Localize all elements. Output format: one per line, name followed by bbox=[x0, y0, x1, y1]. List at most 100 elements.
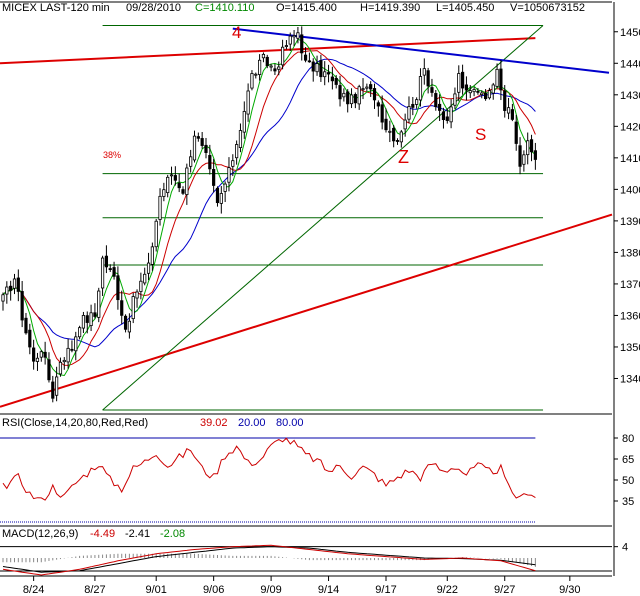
price-bar-body bbox=[365, 86, 369, 89]
price-bar-body bbox=[43, 351, 47, 358]
price-bar-body bbox=[472, 89, 476, 93]
price-bar-body bbox=[32, 347, 36, 362]
date-tick-label: 9/27 bbox=[494, 584, 515, 596]
price-bar-body bbox=[223, 183, 227, 192]
price-bar-body bbox=[146, 262, 151, 274]
price-bar-body bbox=[192, 135, 197, 161]
price-bar-body bbox=[242, 111, 246, 133]
lower-red-trendline bbox=[0, 213, 613, 408]
price-bar-body bbox=[334, 78, 338, 85]
price-bar-body bbox=[120, 300, 124, 316]
price-bar-body bbox=[399, 131, 403, 143]
price-bar-body bbox=[284, 45, 289, 47]
price-bar-body bbox=[407, 106, 411, 120]
price-bar-body bbox=[81, 315, 86, 329]
price-tick-label: 1450 bbox=[620, 27, 640, 39]
price-bar-body bbox=[464, 84, 469, 91]
macd-line bbox=[2, 544, 536, 576]
macd-tick-label: 4 bbox=[622, 542, 628, 554]
price-bar-body bbox=[376, 102, 380, 107]
rsi-tick-label: 65 bbox=[622, 454, 634, 466]
price-bar-body bbox=[495, 68, 499, 87]
price-tick-label: 1380 bbox=[620, 247, 640, 259]
price-bar-body bbox=[258, 59, 262, 75]
price-bar-body bbox=[288, 35, 292, 45]
price-bar-body bbox=[395, 140, 400, 142]
price-bar-body bbox=[296, 32, 300, 39]
price-bar-body bbox=[430, 87, 434, 93]
price-bar-body bbox=[16, 277, 20, 292]
price-bar-body bbox=[89, 312, 93, 327]
price-bar-body bbox=[24, 317, 28, 334]
price-bar-body bbox=[434, 93, 438, 108]
price-bar-body bbox=[510, 109, 514, 120]
price-bar-body bbox=[349, 94, 354, 105]
wave-4-label: 4 bbox=[232, 23, 241, 42]
date-tick-label: 8/24 bbox=[23, 584, 44, 596]
price-bar-body bbox=[261, 53, 266, 59]
price-bar-body bbox=[62, 359, 66, 363]
price-bar-body bbox=[353, 94, 357, 104]
price-bar-body bbox=[254, 73, 258, 76]
price-bar-body bbox=[177, 182, 181, 189]
green-channel-line bbox=[102, 25, 544, 411]
price-bar-body bbox=[468, 90, 472, 94]
price-bar-body bbox=[162, 189, 166, 197]
price-bar-body bbox=[9, 285, 13, 291]
rsi-line bbox=[2, 437, 536, 501]
price-bar-body bbox=[438, 103, 442, 111]
price-tick-label: 1370 bbox=[620, 279, 640, 291]
price-bar-body bbox=[135, 291, 139, 299]
price-bar-body bbox=[47, 359, 51, 381]
price-bar-body bbox=[235, 144, 239, 159]
price-bar-body bbox=[39, 351, 43, 358]
price-bar-body bbox=[330, 76, 334, 82]
price-bar-body bbox=[173, 175, 177, 181]
price-bar-body bbox=[384, 118, 388, 131]
price-bar-body bbox=[212, 169, 216, 186]
price-bar-body bbox=[269, 65, 273, 68]
price-bar-body bbox=[460, 71, 465, 89]
price-bar-body bbox=[154, 220, 158, 248]
price-bar-body bbox=[70, 348, 74, 351]
price-bar-body bbox=[499, 68, 503, 91]
price-bar-body bbox=[307, 60, 312, 63]
ma-mid-line bbox=[2, 50, 536, 366]
header-symbol: MICEX LAST-120 min bbox=[2, 2, 110, 14]
price-bar-body bbox=[326, 72, 331, 75]
price-bar-body bbox=[422, 68, 426, 76]
date-tick-label: 9/01 bbox=[145, 584, 166, 596]
price-bar-body bbox=[506, 107, 511, 114]
date-tick-label: 9/22 bbox=[437, 584, 458, 596]
price-bar-body bbox=[1, 294, 5, 302]
price-bar-body bbox=[127, 320, 131, 333]
price-bar-body bbox=[131, 296, 135, 320]
price-bar-body bbox=[189, 156, 193, 167]
price-bar-body bbox=[403, 119, 407, 130]
price-bar-body bbox=[483, 92, 488, 100]
price-bar-body bbox=[319, 60, 323, 78]
wave-s-label: S bbox=[475, 125, 486, 144]
macd-value: -4.49 bbox=[90, 528, 115, 540]
price-bar-body bbox=[20, 291, 24, 321]
rsi-tick-label: 35 bbox=[622, 496, 634, 508]
price-bar-body bbox=[58, 361, 63, 375]
upper-red-trendline bbox=[0, 37, 536, 65]
price-bar-body bbox=[372, 88, 377, 101]
header-low: L=1405.450 bbox=[436, 2, 494, 14]
date-tick-label: 9/30 bbox=[559, 584, 580, 596]
price-bar-body bbox=[139, 280, 143, 292]
axes: 1340 1350 1360 1370 1380 1390 1400 1410 1420 1430… bbox=[23, 27, 640, 596]
price-bar-body bbox=[529, 139, 534, 153]
price-bar-body bbox=[116, 275, 120, 301]
price-bar-body bbox=[449, 106, 453, 123]
price-bar-body bbox=[277, 66, 281, 70]
price-bar-body bbox=[104, 255, 109, 268]
price-tick-label: 1360 bbox=[620, 310, 640, 322]
price-bar-body bbox=[123, 315, 128, 330]
price-bar-body bbox=[300, 34, 304, 54]
price-bar-body bbox=[480, 92, 484, 95]
price-bar-body bbox=[487, 90, 492, 99]
price-bar-body bbox=[181, 189, 185, 194]
